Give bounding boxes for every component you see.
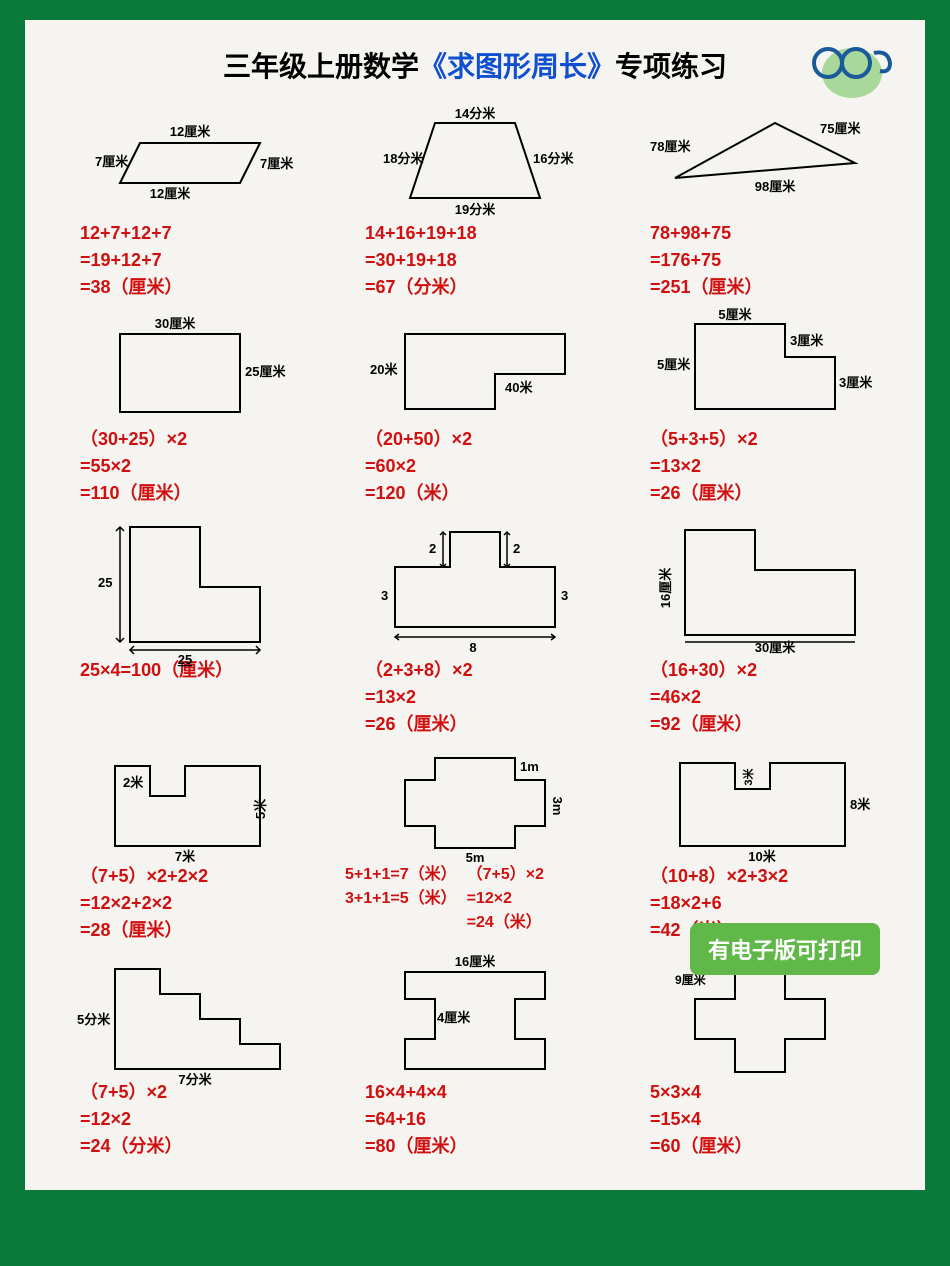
svg-text:40米: 40米	[505, 380, 533, 395]
problem-3: 78厘米 75厘米 98厘米 78+98+75 =176+75 =251（厘米）	[625, 105, 895, 301]
calc-4: （30+25）×2 =55×2 =110（厘米）	[55, 426, 192, 507]
svg-text:30厘米: 30厘米	[155, 316, 196, 331]
svg-text:3: 3	[561, 588, 568, 603]
page-title: 三年级上册数学《求图形周长》专项练习	[55, 45, 895, 85]
svg-text:5米: 5米	[253, 797, 268, 818]
svg-text:10米: 10米	[748, 849, 776, 864]
problem-1: 12厘米 7厘米 12厘米 7厘米 12+7+12+7 =19+12+7 =38…	[55, 105, 325, 301]
problem-15: 9厘米 5×3×4 =15×4 =60（厘米）	[625, 954, 895, 1160]
svg-text:16分米: 16分米	[533, 151, 574, 166]
svg-text:2: 2	[513, 541, 520, 556]
calc-13: （7+5）×2 =12×2 =24（分米）	[55, 1079, 183, 1160]
svg-text:5分米: 5分米	[77, 1012, 111, 1027]
svg-text:25厘米: 25厘米	[245, 364, 286, 379]
problem-9: 16厘米 30厘米 （16+30）×2 =46×2 =92（厘米）	[625, 517, 895, 738]
svg-text:5厘米: 5厘米	[718, 307, 752, 322]
svg-text:3厘米: 3厘米	[839, 375, 873, 390]
calc-11a: 5+1+1=7（米） 3+1+1=5（米）	[345, 863, 457, 911]
problem-8: 2 2 3 3 8 （2+3+8）×2 =13×2 =26（厘米）	[340, 517, 610, 738]
logo-icon	[810, 35, 900, 105]
problem-5: 20米 40米 （20+50）×2 =60×2 =120（米）	[340, 311, 610, 507]
svg-text:3m: 3m	[550, 797, 565, 816]
calc-11b: （7+5）×2 =12×2 =24（米）	[467, 863, 544, 935]
title-part-3: 专项练习	[615, 51, 727, 82]
problem-6: 5厘米 3厘米 3厘米 5厘米 （5+3+5）×2 =13×2 =26（厘米）	[625, 311, 895, 507]
calc-1: 12+7+12+7 =19+12+7 =38（厘米）	[55, 220, 183, 301]
svg-text:12厘米: 12厘米	[150, 186, 191, 201]
svg-text:8: 8	[469, 640, 476, 655]
problem-12: 3米 8米 10米 （10+8）×2+3×2 =18×2+6 =42（米）	[625, 748, 895, 944]
problem-13: 5分米 7分米 （7+5）×2 =12×2 =24（分米）	[55, 954, 325, 1160]
svg-text:78厘米: 78厘米	[650, 139, 691, 154]
svg-text:2米: 2米	[123, 775, 144, 790]
svg-text:98厘米: 98厘米	[755, 179, 796, 194]
problem-10: 2米 5米 7米 （7+5）×2+2×2 =12×2+2×2 =28（厘米）	[55, 748, 325, 944]
problem-4: 30厘米 25厘米 （30+25）×2 =55×2 =110（厘米）	[55, 311, 325, 507]
calc-9: （16+30）×2 =46×2 =92（厘米）	[625, 657, 757, 738]
calc-14: 16×4+4×4 =64+16 =80（厘米）	[340, 1079, 468, 1160]
svg-text:7分米: 7分米	[178, 1072, 212, 1087]
problems-grid: 12厘米 7厘米 12厘米 7厘米 12+7+12+7 =19+12+7 =38…	[55, 105, 895, 1160]
svg-text:12厘米: 12厘米	[170, 124, 211, 139]
print-badge: 有电子版可打印	[690, 923, 880, 975]
calc-8: （2+3+8）×2 =13×2 =26（厘米）	[340, 657, 473, 738]
calc-7: 25×4=100（厘米）	[55, 657, 233, 684]
svg-text:8米: 8米	[850, 797, 871, 812]
svg-text:7厘米: 7厘米	[260, 156, 294, 171]
problem-2: 14分米 16分米 19分米 18分米 14+16+19+18 =30+19+1…	[340, 105, 610, 301]
svg-text:25: 25	[98, 575, 112, 590]
svg-text:3厘米: 3厘米	[790, 333, 824, 348]
problem-7: 25 25 25×4=100（厘米）	[55, 517, 325, 738]
calc-5: （20+50）×2 =60×2 =120（米）	[340, 426, 472, 507]
svg-text:16厘米: 16厘米	[658, 566, 673, 607]
svg-text:25: 25	[178, 652, 192, 667]
svg-text:20米: 20米	[370, 362, 398, 377]
problem-14: 16厘米 4厘米 16×4+4×4 =64+16 =80（厘米）	[340, 954, 610, 1160]
problem-11: 1m 3m 5m 5+1+1=7（米） 3+1+1=5（米） （7+5）×2 =…	[340, 748, 610, 944]
svg-text:3米: 3米	[741, 767, 755, 785]
svg-text:75厘米: 75厘米	[820, 121, 861, 136]
calc-3: 78+98+75 =176+75 =251（厘米）	[625, 220, 763, 301]
title-part-1: 三年级上册数学	[223, 51, 419, 82]
title-part-2: 《求图形周长》	[419, 51, 615, 82]
svg-text:1m: 1m	[520, 759, 539, 774]
svg-text:7米: 7米	[175, 849, 196, 864]
svg-text:18分米: 18分米	[383, 151, 424, 166]
svg-text:5厘米: 5厘米	[657, 357, 691, 372]
svg-text:2: 2	[429, 541, 436, 556]
calc-10: （7+5）×2+2×2 =12×2+2×2 =28（厘米）	[55, 863, 208, 944]
svg-text:7厘米: 7厘米	[95, 154, 129, 169]
svg-text:5m: 5m	[466, 850, 485, 865]
svg-text:19分米: 19分米	[455, 202, 496, 217]
calc-6: （5+3+5）×2 =13×2 =26（厘米）	[625, 426, 758, 507]
svg-text:4厘米: 4厘米	[437, 1010, 471, 1025]
svg-text:3: 3	[381, 588, 388, 603]
svg-text:14分米: 14分米	[455, 106, 496, 121]
calc-15: 5×3×4 =15×4 =60（厘米）	[625, 1079, 753, 1160]
worksheet-page: 三年级上册数学《求图形周长》专项练习 12厘米 7厘米 12厘米 7厘米 12+…	[25, 20, 925, 1190]
calc-2: 14+16+19+18 =30+19+18 =67（分米）	[340, 220, 477, 301]
svg-text:16厘米: 16厘米	[455, 954, 496, 969]
